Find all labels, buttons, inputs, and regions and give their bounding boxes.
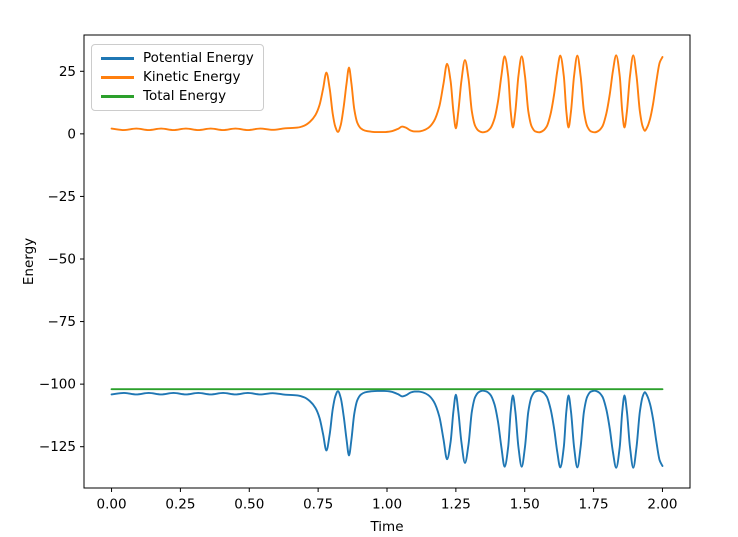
potential-energy-line	[110, 389, 664, 469]
x-tick-label: 1.25	[441, 497, 471, 513]
kinetic-energy-line	[110, 54, 664, 134]
x-tick-label: 0.75	[303, 497, 333, 513]
x-tick-label: 0.25	[165, 497, 195, 513]
legend-label-potential-energy: Potential Energy	[143, 49, 254, 66]
y-tick-label: −125	[39, 439, 76, 455]
x-tick-label: 1.50	[510, 497, 540, 513]
curves-layer	[110, 54, 664, 469]
y-axis-label: Energy	[21, 238, 37, 285]
legend-item-kinetic-energy: Kinetic Energy	[101, 68, 254, 87]
potential-energy-line-sample	[101, 57, 134, 60]
x-tick-label: 1.75	[579, 497, 609, 513]
kinetic-energy-line-sample	[101, 76, 134, 79]
x-tick-label: 1.00	[372, 497, 402, 513]
legend-label-total-energy: Total Energy	[143, 87, 227, 104]
legend-item-total-energy: Total Energy	[101, 87, 254, 106]
total-energy-line-sample	[101, 95, 134, 98]
y-tick-label: −75	[48, 314, 77, 330]
y-tick-label: −100	[39, 377, 76, 393]
axes-layer: 0.00 0.25 0.50 0.75 1.00 1.25 1.50 1.75 2.00 25 0 −…	[39, 34, 691, 513]
y-tick-label: −25	[48, 189, 77, 205]
legend: Potential Energy Kinetic Energy Total En…	[91, 44, 264, 111]
legend-item-potential-energy: Potential Energy	[101, 49, 254, 68]
y-tick-label: 25	[59, 64, 76, 80]
y-tick-label: 0	[67, 126, 76, 142]
x-tick-label: 0.00	[97, 497, 127, 513]
x-axis-label: Time	[369, 519, 403, 535]
x-tick-label: 0.50	[234, 497, 264, 513]
y-tick-label: −50	[48, 251, 77, 267]
x-tick-label: 2.00	[647, 497, 677, 513]
legend-label-kinetic-energy: Kinetic Energy	[143, 68, 241, 85]
